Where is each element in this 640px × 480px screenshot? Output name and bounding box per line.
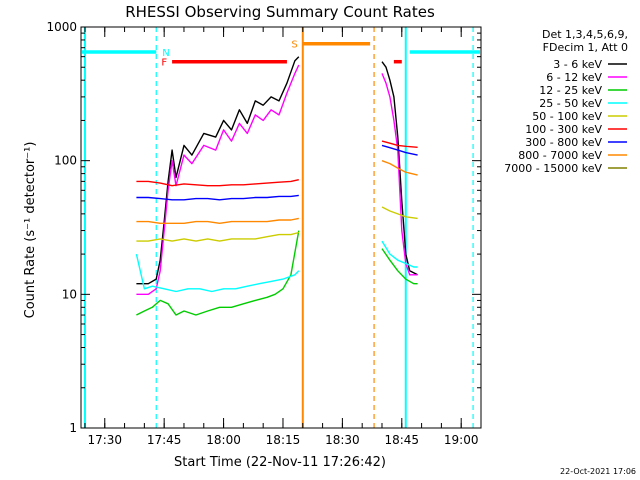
series-line-2	[136, 230, 418, 316]
plot-area: FN S 1 10 100 1000 17:30 17:45 18:00 18:15 18:30 18…	[46, 20, 482, 447]
legend-header-line: Det 1,3,4,5,6,9,	[542, 28, 628, 41]
legend-label: 300 - 800 keV	[525, 136, 602, 149]
flag-label-N: N	[162, 48, 169, 59]
series-line-3	[135, 240, 418, 293]
x-tick-label: 19:00	[444, 433, 479, 447]
series-line-7	[136, 160, 418, 224]
x-tick-label: 18:45	[384, 433, 419, 447]
legend-label: 100 - 300 keV	[525, 123, 602, 136]
y-tick-label: 10	[62, 287, 77, 301]
series-line-5	[136, 140, 418, 187]
series-line-0	[136, 56, 418, 285]
legend-label: 6 - 12 keV	[546, 71, 602, 84]
series-line-6	[136, 144, 418, 201]
chart-title: RHESSI Observing Summary Count Rates	[125, 3, 435, 21]
flag-label-F: F	[161, 58, 167, 69]
plot-frame	[80, 26, 482, 429]
flag-label-S: S	[291, 40, 297, 51]
legend-header-line: FDecim 1, Att 0	[543, 41, 628, 54]
y-tick-label: 100	[54, 154, 77, 168]
x-tick-label: 17:30	[87, 433, 122, 447]
legend-label: 25 - 50 keV	[539, 97, 602, 110]
y-tick-label: 1000	[46, 20, 77, 34]
legend: Det 1,3,4,5,6,9,FDecim 1, Att 0 3 - 6 keV…	[504, 28, 628, 175]
legend-label: 7000 - 15000 keV	[504, 162, 602, 175]
x-axis-label: Start Time (22-Nov-11 17:26:42)	[174, 455, 386, 470]
x-tick-label: 18:15	[266, 433, 301, 447]
x-tick-label: 17:45	[147, 433, 182, 447]
legend-label: 3 - 6 keV	[553, 58, 602, 71]
legend-label: 800 - 7000 keV	[518, 149, 602, 162]
footer-timestamp: 22-Oct-2021 17:06	[560, 467, 636, 476]
legend-label: 12 - 25 keV	[539, 84, 602, 97]
y-tick-label: 1	[69, 421, 77, 435]
x-tick-label: 18:30	[325, 433, 360, 447]
legend-label: 50 - 100 keV	[532, 110, 602, 123]
x-tick-label: 18:00	[206, 433, 241, 447]
series-line-4	[136, 206, 418, 242]
y-axis-label: Count Rate (s⁻¹ detector⁻¹)	[23, 142, 38, 319]
